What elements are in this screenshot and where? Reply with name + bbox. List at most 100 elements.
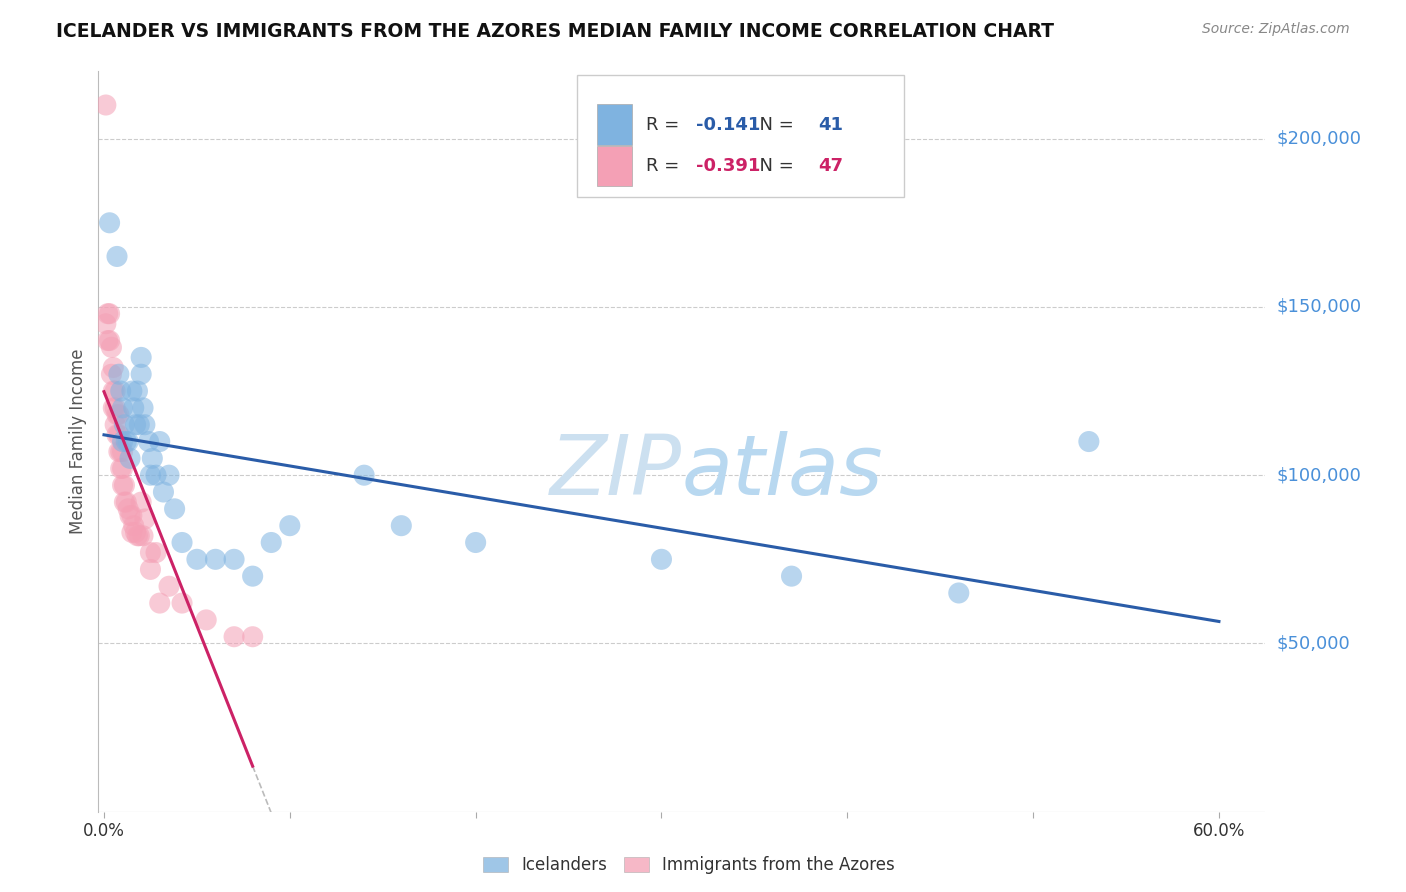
Point bbox=[105, 250, 128, 264]
Point bbox=[242, 569, 264, 583]
Legend: Icelanders, Immigrants from the Azores: Icelanders, Immigrants from the Azores bbox=[477, 850, 901, 881]
Point bbox=[129, 351, 152, 365]
Point bbox=[134, 512, 156, 526]
Point bbox=[163, 501, 186, 516]
Point bbox=[157, 468, 180, 483]
Point bbox=[145, 468, 167, 483]
Point bbox=[122, 401, 145, 415]
Point bbox=[157, 579, 180, 593]
Point bbox=[124, 525, 146, 540]
Point bbox=[114, 417, 136, 432]
Point bbox=[128, 417, 150, 432]
Text: -0.391: -0.391 bbox=[696, 157, 761, 175]
Point bbox=[97, 307, 120, 321]
Point bbox=[464, 535, 486, 549]
Text: N =: N = bbox=[748, 157, 800, 175]
Point bbox=[152, 485, 174, 500]
Point bbox=[222, 552, 245, 566]
Text: $150,000: $150,000 bbox=[1277, 298, 1362, 316]
Point bbox=[138, 434, 160, 449]
Text: atlas: atlas bbox=[682, 431, 883, 512]
Text: ZIP: ZIP bbox=[550, 431, 682, 512]
Point bbox=[139, 468, 162, 483]
Point bbox=[108, 368, 131, 382]
Point bbox=[103, 384, 125, 398]
Point bbox=[98, 216, 121, 230]
Point bbox=[105, 408, 128, 422]
Text: Source: ZipAtlas.com: Source: ZipAtlas.com bbox=[1202, 22, 1350, 37]
Text: R =: R = bbox=[645, 157, 685, 175]
Point bbox=[127, 529, 149, 543]
Point bbox=[389, 518, 412, 533]
Point bbox=[170, 596, 193, 610]
Text: 47: 47 bbox=[818, 157, 844, 175]
Point bbox=[103, 360, 125, 375]
Point bbox=[94, 317, 117, 331]
Point bbox=[149, 434, 172, 449]
Point bbox=[118, 508, 141, 523]
Point bbox=[149, 596, 172, 610]
Point bbox=[115, 495, 138, 509]
Point bbox=[195, 613, 218, 627]
Point bbox=[139, 562, 162, 576]
Point bbox=[132, 401, 155, 415]
Point bbox=[98, 307, 121, 321]
Point bbox=[110, 461, 132, 475]
Point bbox=[139, 546, 162, 560]
Text: R =: R = bbox=[645, 116, 685, 134]
Point bbox=[100, 368, 122, 382]
Point bbox=[108, 427, 131, 442]
Point bbox=[110, 384, 132, 398]
Point bbox=[132, 529, 155, 543]
Point bbox=[117, 434, 139, 449]
Point bbox=[100, 340, 122, 354]
Point bbox=[114, 495, 136, 509]
Point bbox=[94, 98, 117, 112]
Point bbox=[104, 384, 127, 398]
Point bbox=[780, 569, 803, 583]
Point bbox=[122, 518, 145, 533]
Text: ICELANDER VS IMMIGRANTS FROM THE AZORES MEDIAN FAMILY INCOME CORRELATION CHART: ICELANDER VS IMMIGRANTS FROM THE AZORES … bbox=[56, 22, 1054, 41]
Point bbox=[129, 495, 152, 509]
Point bbox=[104, 417, 127, 432]
Point bbox=[104, 401, 127, 415]
Point bbox=[128, 529, 150, 543]
Point bbox=[948, 586, 970, 600]
Text: $100,000: $100,000 bbox=[1277, 467, 1361, 484]
Point bbox=[111, 478, 134, 492]
Point bbox=[353, 468, 375, 483]
Point bbox=[103, 401, 125, 415]
Text: 41: 41 bbox=[818, 116, 844, 134]
Point bbox=[242, 630, 264, 644]
Point bbox=[260, 535, 283, 549]
Point bbox=[1077, 434, 1099, 449]
Point bbox=[108, 444, 131, 458]
Text: -0.141: -0.141 bbox=[696, 116, 761, 134]
Point bbox=[110, 444, 132, 458]
Point bbox=[650, 552, 672, 566]
FancyBboxPatch shape bbox=[596, 145, 631, 186]
Point bbox=[114, 478, 136, 492]
Point bbox=[129, 368, 152, 382]
Point bbox=[108, 408, 131, 422]
Point bbox=[124, 417, 146, 432]
Point bbox=[111, 461, 134, 475]
Point bbox=[222, 630, 245, 644]
Point bbox=[170, 535, 193, 549]
Point bbox=[97, 334, 120, 348]
FancyBboxPatch shape bbox=[576, 75, 904, 197]
Point bbox=[121, 525, 143, 540]
Point bbox=[121, 508, 143, 523]
Point bbox=[141, 451, 163, 466]
Point bbox=[127, 384, 149, 398]
Point bbox=[105, 427, 128, 442]
Point bbox=[111, 401, 134, 415]
Point bbox=[186, 552, 208, 566]
Point bbox=[204, 552, 226, 566]
Point bbox=[121, 384, 143, 398]
Point bbox=[278, 518, 301, 533]
Point bbox=[118, 451, 141, 466]
Point bbox=[115, 434, 138, 449]
Text: $200,000: $200,000 bbox=[1277, 129, 1361, 148]
Point bbox=[98, 334, 121, 348]
